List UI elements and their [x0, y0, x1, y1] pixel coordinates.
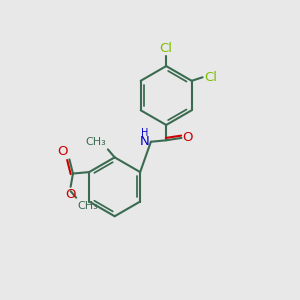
Text: CH₃: CH₃: [85, 137, 106, 147]
Text: O: O: [183, 131, 193, 144]
Text: CH₃: CH₃: [78, 201, 98, 211]
Text: Cl: Cl: [204, 71, 217, 84]
Text: N: N: [140, 135, 150, 148]
Text: O: O: [65, 188, 76, 201]
Text: H: H: [141, 128, 148, 138]
Text: Cl: Cl: [160, 42, 173, 55]
Text: O: O: [58, 145, 68, 158]
